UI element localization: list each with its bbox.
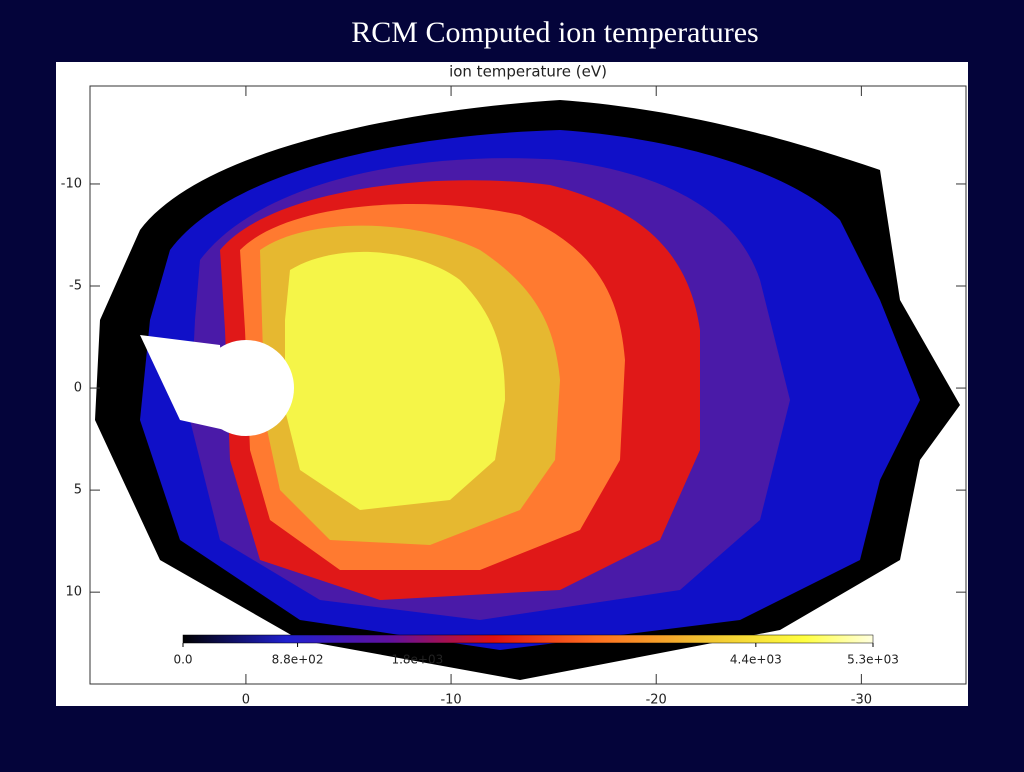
colorbar-tick-label: 8.8e+02	[272, 653, 324, 667]
temperature-field	[95, 100, 960, 680]
colorbar-tick-label: 1.8e+03	[391, 653, 443, 667]
colorbar-tick-label: 4.4e+03	[730, 653, 782, 667]
x-tick-label: -10	[440, 693, 461, 708]
x-tick-label: -20	[646, 693, 667, 708]
x-tick-label: -30	[851, 693, 872, 708]
y-tick-label: -10	[61, 176, 82, 191]
colorbar-tick-label: 0.0	[173, 653, 192, 667]
y-tick-label: 10	[65, 585, 82, 600]
y-tick-label: 5	[74, 483, 82, 498]
y-tick-label: -5	[69, 279, 82, 294]
colorbar	[182, 634, 874, 644]
y-tick-label: 0	[74, 381, 82, 396]
slide-title: RCM Computed ion temperatures	[351, 16, 758, 49]
colorbar-tick-label: 5.3e+03	[847, 653, 899, 667]
chart-title: ion temperature (eV)	[449, 63, 607, 81]
x-tick-label: 0	[242, 693, 250, 708]
plot-frame	[89, 85, 967, 685]
